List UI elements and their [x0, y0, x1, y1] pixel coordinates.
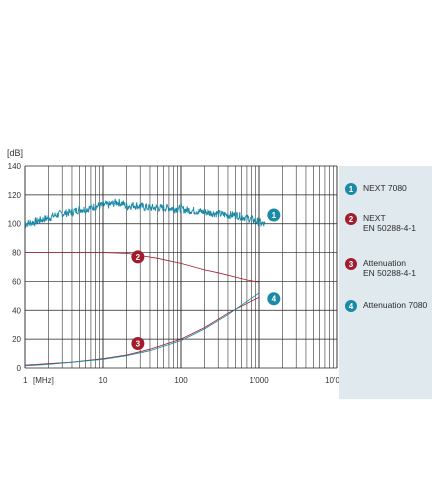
legend-label: Attenuation 7080	[363, 300, 427, 310]
x-tick-label: 10'000	[325, 376, 349, 385]
legend-label: NEXT EN 50288-4-1	[363, 213, 416, 233]
legend-label: Attenuation EN 50288-4-1	[363, 258, 416, 278]
legend-badge: 3	[345, 258, 357, 270]
annotation-badge-2: 2	[131, 250, 145, 264]
legend-label-line: EN 50288-4-1	[363, 268, 416, 278]
annotation-badge-4: 4	[267, 292, 281, 306]
annotation-badge-circle	[131, 250, 145, 264]
y-tick-label: 140	[8, 162, 22, 171]
x-tick-label: 1'000	[249, 376, 269, 385]
y-tick-label: 80	[12, 249, 21, 258]
y-tick-label: 120	[8, 191, 22, 200]
legend-badge: 1	[345, 183, 357, 195]
y-tick-label: 100	[8, 220, 22, 229]
annotation-badge-circle	[267, 208, 281, 222]
y-tick-label: 20	[12, 335, 21, 344]
x-tick-label: 100	[174, 376, 188, 385]
legend-badge: 2	[345, 213, 357, 225]
series-line-3	[24, 296, 260, 366]
annotation-badge-number: 2	[136, 253, 141, 262]
legend-item-next-en50288: 2 NEXT EN 50288-4-1	[345, 213, 416, 233]
legend-item-attenuation-en50288: 3 Attenuation EN 50288-4-1	[345, 258, 416, 278]
x-tick-label: 1	[23, 376, 28, 385]
legend-badge: 4	[345, 300, 357, 312]
legend: 1 NEXT 7080 2 NEXT EN 50288-4-1 3 Attenu…	[339, 166, 432, 399]
y-tick-label: 60	[12, 277, 21, 286]
legend-item-attenuation-7080: 4 Attenuation 7080	[345, 300, 427, 312]
x-tick-label: 10	[99, 376, 108, 385]
legend-label-line: Attenuation 7080	[363, 300, 428, 310]
annotation-badge-3: 3	[131, 336, 145, 350]
x-axis-unit-label: [MHz]	[33, 376, 54, 385]
legend-label-line: NEXT 7080	[363, 183, 407, 193]
legend-label: NEXT 7080	[363, 183, 407, 193]
series-line-1	[24, 198, 266, 229]
legend-label-line: EN 50288-4-1	[363, 223, 416, 233]
annotation-badge-1: 1	[267, 208, 281, 222]
annotation-badge-number: 1	[272, 211, 277, 220]
y-tick-label: 40	[12, 306, 21, 315]
annotation-badge-number: 4	[272, 295, 277, 304]
series-layer	[24, 198, 266, 367]
y-tick-label: 0	[17, 364, 22, 373]
annotation-badge-circle	[131, 336, 145, 350]
annotation-badge-circle	[267, 292, 281, 306]
legend-item-next-7080: 1 NEXT 7080	[345, 183, 407, 195]
legend-label-line: NEXT	[363, 213, 386, 223]
chart-grid	[24, 165, 338, 369]
series-line-4	[24, 292, 260, 367]
annotation-layer: 1 2 3 4	[131, 208, 281, 350]
legend-label-line: Attenuation	[363, 258, 407, 268]
annotation-badge-number: 3	[136, 339, 141, 348]
series-line-2	[25, 252, 260, 283]
y-axis-unit-label: [dB]	[7, 148, 23, 158]
